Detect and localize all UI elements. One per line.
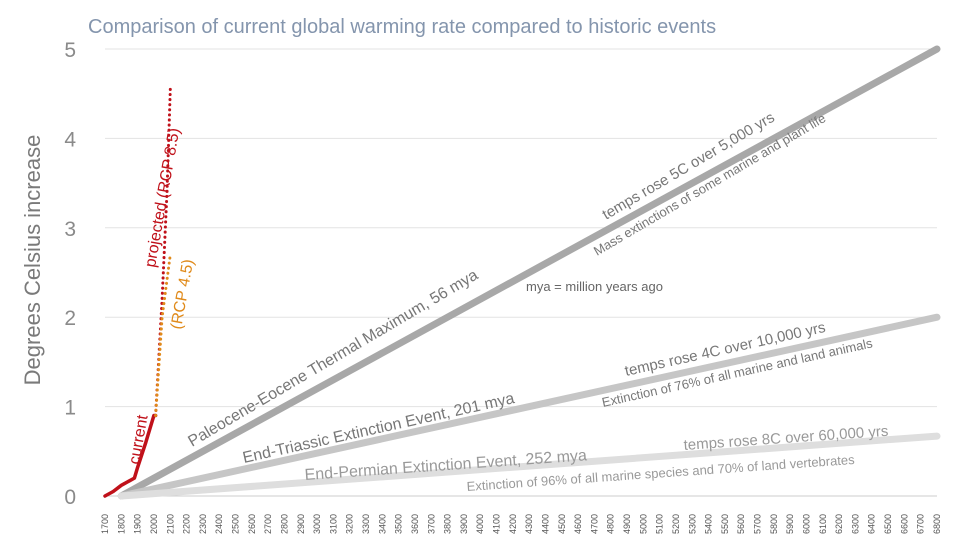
x-tick-4100: 4100 — [492, 514, 502, 534]
x-tick-2900: 2900 — [296, 514, 306, 534]
x-tick-6500: 6500 — [883, 514, 893, 534]
x-tick-3100: 3100 — [328, 514, 338, 534]
x-tick-2100: 2100 — [165, 514, 175, 534]
x-tick-5700: 5700 — [753, 514, 763, 534]
x-tick-2000: 2000 — [149, 514, 159, 534]
x-tick-6000: 6000 — [801, 514, 811, 534]
x-tick-6300: 6300 — [850, 514, 860, 534]
x-tick-5300: 5300 — [687, 514, 697, 534]
series-line-3 — [117, 45, 941, 500]
series-line-5 — [117, 432, 941, 500]
x-tick-1900: 1900 — [133, 514, 143, 534]
x-tick-3600: 3600 — [410, 514, 420, 534]
x-tick-3700: 3700 — [426, 514, 436, 534]
x-tick-2400: 2400 — [214, 514, 224, 534]
x-tick-3900: 3900 — [459, 514, 469, 534]
x-tick-4700: 4700 — [589, 514, 599, 534]
x-tick-6700: 6700 — [916, 514, 926, 534]
x-tick-4000: 4000 — [475, 514, 485, 534]
x-tick-3800: 3800 — [443, 514, 453, 534]
y-tick-2: 2 — [64, 307, 76, 330]
label-rcp85: projected (RCP 8.5) — [142, 127, 183, 269]
x-tick-4500: 4500 — [557, 514, 567, 534]
x-tick-4300: 4300 — [524, 514, 534, 534]
x-tick-3200: 3200 — [345, 514, 355, 534]
x-tick-4600: 4600 — [573, 514, 583, 534]
x-tick-6800: 6800 — [932, 514, 942, 534]
x-tick-2800: 2800 — [279, 514, 289, 534]
x-tick-4900: 4900 — [622, 514, 632, 534]
x-tick-6600: 6600 — [899, 514, 909, 534]
y-tick-3: 3 — [64, 218, 76, 241]
x-tick-2600: 2600 — [247, 514, 257, 534]
y-tick-0: 0 — [64, 486, 76, 509]
x-tick-3400: 3400 — [377, 514, 387, 534]
y-tick-5: 5 — [64, 39, 76, 62]
x-tick-1800: 1800 — [116, 514, 126, 534]
x-tick-6200: 6200 — [834, 514, 844, 534]
x-tick-5800: 5800 — [769, 514, 779, 534]
y-tick-1: 1 — [64, 397, 76, 420]
x-tick-5600: 5600 — [736, 514, 746, 534]
x-tick-6100: 6100 — [818, 514, 828, 534]
x-tick-2700: 2700 — [263, 514, 273, 534]
x-tick-5400: 5400 — [704, 514, 714, 534]
x-tick-2200: 2200 — [182, 514, 192, 534]
x-tick-5500: 5500 — [720, 514, 730, 534]
x-tick-5900: 5900 — [785, 514, 795, 534]
x-tick-3300: 3300 — [361, 514, 371, 534]
label-mya-note: mya = million years ago — [526, 279, 663, 294]
x-tick-1700: 1700 — [100, 514, 110, 534]
y-axis-label: Degrees Celsius increase — [20, 135, 45, 386]
y-tick-4: 4 — [64, 128, 76, 151]
series-line-1 — [154, 87, 172, 417]
x-tick-2300: 2300 — [198, 514, 208, 534]
series-line-0 — [103, 413, 158, 498]
chart-title: Comparison of current global warming rat… — [88, 16, 716, 38]
x-tick-4400: 4400 — [540, 514, 550, 534]
x-tick-5200: 5200 — [671, 514, 681, 534]
label-rcp45: (RCP 4.5) — [168, 258, 197, 331]
label-petm-effect: Mass extinctions of some marine and plan… — [591, 110, 828, 258]
x-tick-3500: 3500 — [394, 514, 404, 534]
x-tick-5100: 5100 — [655, 514, 665, 534]
x-tick-5000: 5000 — [638, 514, 648, 534]
x-tick-6400: 6400 — [867, 514, 877, 534]
x-tick-4200: 4200 — [508, 514, 518, 534]
x-tick-4800: 4800 — [606, 514, 616, 534]
x-tick-3000: 3000 — [312, 514, 322, 534]
series-line-4 — [117, 313, 941, 500]
x-tick-2500: 2500 — [231, 514, 241, 534]
